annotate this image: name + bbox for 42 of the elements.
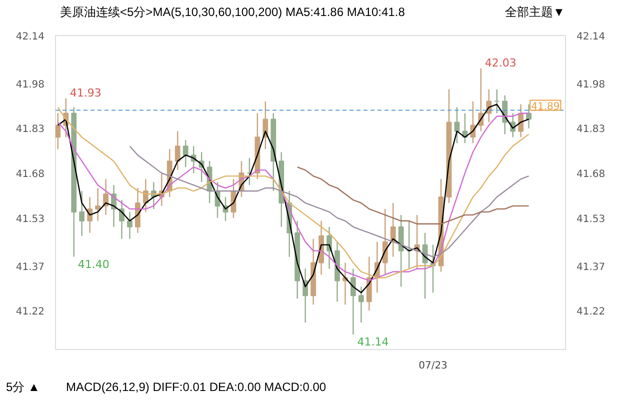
candlestick [350, 268, 356, 336]
y2-tick-label: 41.98 [576, 79, 606, 90]
y-tick-label: 41.83 [16, 124, 45, 136]
text: 全部主题▼ [505, 5, 565, 19]
text: MACD(26,12,9) DIFF:0.01 DEA:0.00 MACD:0.00 [66, 380, 326, 394]
candlestick [358, 286, 364, 324]
candlestick [103, 178, 108, 216]
y-tick-label: 41.22 [16, 306, 45, 318]
candlestick [398, 214, 404, 288]
text: MA(5,10,30,60,100,200) MA5:41.86 MA10:41.8 [152, 5, 405, 19]
chart-title: 美原油连续 [60, 5, 120, 19]
chart-subtitle: <5分> [120, 5, 153, 19]
line-series [296, 166, 530, 224]
candlestick [174, 130, 180, 171]
y-tick-label: 41.37 [16, 262, 45, 273]
annotation: 41.40 [78, 258, 110, 271]
candlestick [95, 187, 100, 222]
y2-tick-label: 42.14 [576, 32, 606, 42]
y-tick-label: 41.53 [16, 214, 45, 225]
text: 5分 ▲ [6, 380, 40, 394]
y-tick-label: 42.14 [16, 32, 45, 42]
x-tick-label: 07/23 [418, 360, 448, 372]
candlestick [182, 140, 188, 168]
y-tick-label: 41.98 [16, 79, 45, 90]
y2-tick-label: 41.22 [576, 306, 606, 318]
candlestick [127, 211, 132, 240]
y2-tick-label: 41.37 [576, 262, 606, 273]
candlestick [135, 187, 140, 234]
y2-tick-label: 41.53 [576, 214, 606, 225]
candlestick [79, 190, 85, 236]
annotation: 41.93 [70, 86, 102, 100]
y-tick-label: 41.68 [16, 169, 45, 180]
annotation: 41.14 [357, 336, 389, 349]
candlestick [366, 256, 372, 312]
candlestick [56, 112, 61, 150]
annotation: 42.03 [484, 56, 516, 70]
candlestick [454, 106, 460, 144]
ref-line-label: 41.89 [531, 101, 560, 112]
y2-tick-label: 41.68 [576, 169, 606, 180]
y2-tick-label: 41.83 [576, 124, 606, 136]
candlestick [87, 196, 93, 234]
candlestick [382, 208, 388, 276]
